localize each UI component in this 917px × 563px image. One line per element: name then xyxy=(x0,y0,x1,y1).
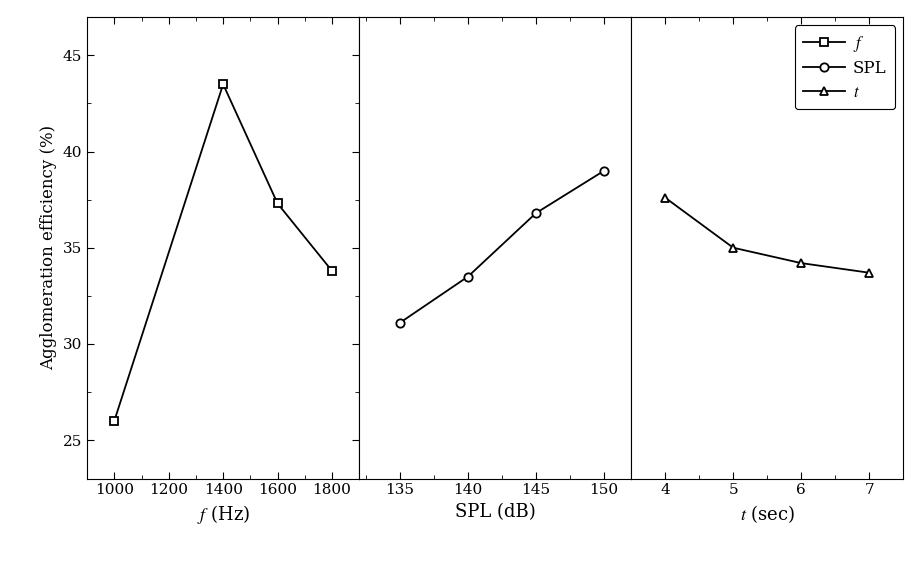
Y-axis label: Agglomeration efficiency (%): Agglomeration efficiency (%) xyxy=(40,125,57,370)
X-axis label: $f$ (Hz): $f$ (Hz) xyxy=(196,503,249,526)
X-axis label: SPL (dB): SPL (dB) xyxy=(455,503,536,521)
Legend: $f$, SPL, $t$: $f$, SPL, $t$ xyxy=(795,25,895,109)
X-axis label: $t$ (sec): $t$ (sec) xyxy=(739,503,795,525)
